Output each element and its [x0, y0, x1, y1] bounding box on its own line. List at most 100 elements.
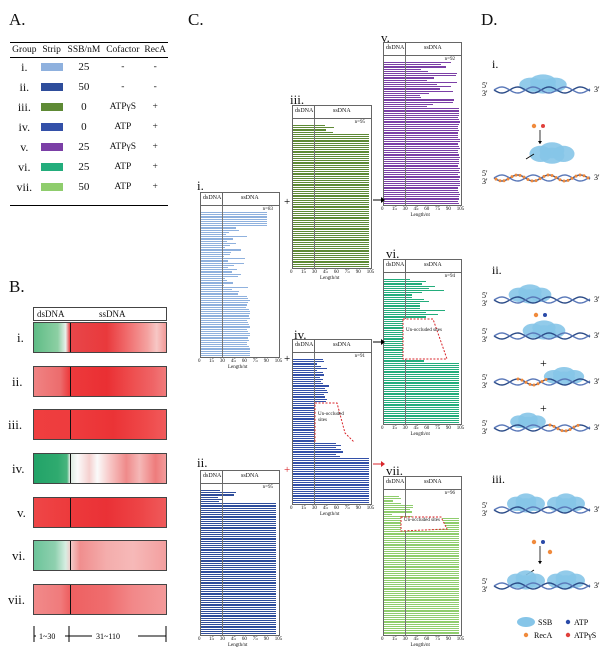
- dna-strand: [493, 424, 591, 432]
- reca-monomer: [522, 175, 526, 179]
- hist-bar: [384, 504, 413, 506]
- hist-bar: [384, 200, 459, 202]
- dna-3prime-label: 3': [594, 85, 600, 94]
- ds-ss-boundary-line: [405, 56, 406, 205]
- hist-ss-label: ssDNA: [333, 342, 351, 348]
- legend-reca-icon: [523, 632, 529, 638]
- hist-bar: [293, 359, 324, 361]
- hist-bar: [201, 280, 228, 282]
- table-cell-group: vi.: [18, 159, 31, 174]
- reca-monomer: [582, 174, 586, 178]
- table-cell-reca: -: [153, 82, 157, 92]
- panel-label-a: A.: [9, 10, 26, 29]
- hist-bar: [201, 216, 267, 218]
- hist-bar: [293, 166, 369, 168]
- hist-header: dsDNA ssDNA: [201, 193, 279, 206]
- reca-monomer: [494, 177, 498, 181]
- hist-bar: [293, 232, 369, 234]
- hist-bar: [384, 161, 459, 163]
- tick-label: 75: [252, 637, 258, 642]
- reca-monomer: [556, 427, 560, 431]
- tick-label: 15: [391, 207, 397, 212]
- hist-bar: [293, 392, 328, 394]
- hist-bar: [384, 123, 460, 125]
- hist-bar: [384, 298, 425, 300]
- hist-count: n=83: [262, 207, 273, 212]
- hist-bar: [293, 219, 369, 221]
- length-histogram: dsDNA ssDNA n=95: [200, 470, 280, 636]
- hist-ss-label: ssDNA: [424, 479, 442, 485]
- hist-bar: [384, 533, 460, 535]
- hist-ds-label: dsDNA: [386, 45, 405, 51]
- tick-label: 45: [322, 506, 328, 511]
- hist-bar: [384, 167, 460, 169]
- hist-bar: [384, 312, 426, 314]
- hist-bar: [384, 375, 460, 377]
- hist-bar: [201, 355, 251, 357]
- reca-monomer: [562, 179, 566, 183]
- hist-bar: [384, 568, 460, 570]
- hist-bar: [384, 314, 438, 316]
- hist-bar: [201, 308, 250, 310]
- hist-bar: [384, 84, 438, 86]
- hist-bar: [201, 600, 276, 602]
- tick-label: 30: [219, 359, 225, 364]
- panel-label-d: D.: [481, 10, 498, 29]
- hist-bar: [384, 323, 418, 325]
- hist-header: dsDNA ssDNA: [293, 106, 371, 119]
- reca-monomer: [520, 378, 524, 382]
- hist-bar: [384, 176, 461, 178]
- hist-ss-label: ssDNA: [241, 473, 259, 479]
- hist-bar: [293, 400, 326, 402]
- hist-bar: [201, 630, 276, 632]
- hist-bar: [201, 611, 276, 613]
- dna-5prime-label: 5': [482, 169, 488, 178]
- reca-monomer: [516, 377, 520, 381]
- hist-bar: [293, 482, 370, 484]
- hist-bar: [293, 224, 369, 226]
- hist-bar: [201, 315, 249, 317]
- hist-bar: [384, 191, 459, 193]
- table-header-reca: RecA: [144, 44, 167, 55]
- un-occluded-region: [402, 318, 448, 360]
- hist-bar: [293, 125, 325, 127]
- heatmap-row-label: ii.: [12, 374, 23, 389]
- hist-count: n=91: [354, 354, 365, 359]
- hist-bar: [201, 586, 276, 588]
- hist-bar: [384, 606, 460, 608]
- tick-label: 105: [456, 207, 465, 212]
- hist-bar: [384, 101, 454, 103]
- hist-bar: [384, 112, 460, 114]
- heatmap-row-label: vii.: [8, 592, 25, 607]
- hist-bar: [293, 475, 370, 477]
- hist-bar: [384, 564, 460, 566]
- cofactor-dot: [541, 540, 545, 544]
- reca-dot: [533, 312, 539, 318]
- table-cell-reca: +: [152, 102, 158, 112]
- hist-bar: [384, 108, 460, 110]
- hist-bar: [201, 256, 224, 258]
- hist-panel-label: ii.: [197, 455, 208, 470]
- hist-bar: [201, 619, 276, 621]
- table-cell-ssb: 0: [81, 101, 87, 113]
- hist-bar: [384, 575, 460, 577]
- hist-bar: [293, 455, 340, 457]
- hist-bar: [384, 415, 460, 417]
- tick-label: 30: [402, 426, 408, 431]
- hist-bar: [293, 394, 324, 396]
- hist-bar: [384, 360, 425, 362]
- length-histogram: dsDNA ssDNA n=83: [200, 192, 280, 358]
- hist-bar: [293, 365, 321, 367]
- tick-label: 15: [208, 637, 214, 642]
- tick-label: 60: [424, 637, 430, 642]
- hist-panel-label: v.: [381, 30, 390, 45]
- hist-bar: [293, 497, 370, 499]
- hist-bar: [384, 628, 460, 630]
- reca-monomer: [572, 425, 576, 429]
- hist-bar: [384, 619, 460, 621]
- hist-bar: [384, 537, 460, 539]
- reca-dot: [531, 123, 537, 129]
- hist-bar: [293, 486, 370, 488]
- hist-ds-label: dsDNA: [386, 262, 405, 268]
- hist-bar: [293, 204, 369, 206]
